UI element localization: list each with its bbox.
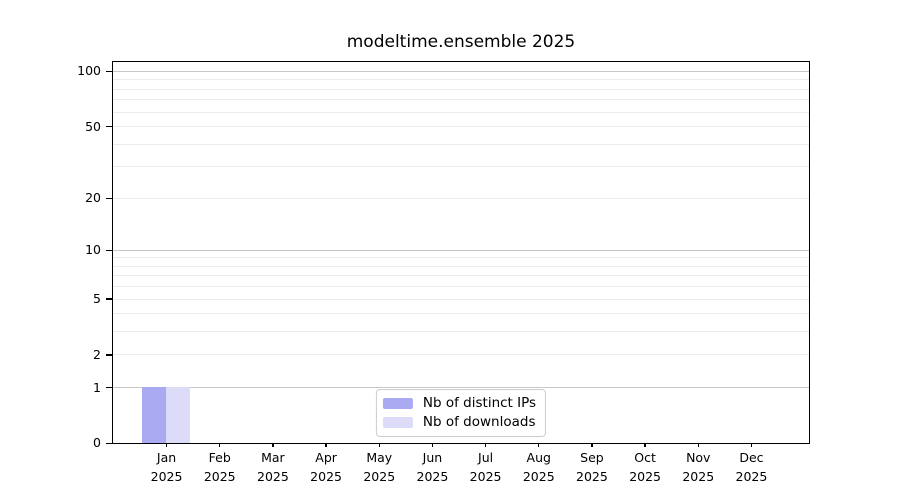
y-tick-label: 2 [93,346,101,362]
legend-label: Nb of distinct IPs [422,395,537,411]
x-tick-label: Mar 2025 [241,449,305,486]
x-tick-label: Apr 2025 [294,449,358,486]
y-gridline-minor-7 [113,275,809,277]
x-tick-month: Apr [315,450,337,466]
x-tick-mark [538,443,540,448]
x-tick-label: Oct 2025 [613,449,677,486]
x-tick-month: Feb [208,450,231,466]
x-tick-mark [325,443,327,448]
y-gridline-minor-6 [113,286,809,288]
y-gridline-major-1 [113,387,809,389]
x-tick-month: Aug [526,450,551,466]
y-gridline-minor-9 [113,257,809,259]
x-tick-mark [378,443,380,448]
plot-area: Nb of distinct IPs Nb of downloads [112,61,810,444]
y-tick-label: 1 [93,379,101,395]
y-gridline-minor-30 [113,166,809,168]
x-tick-label: Dec 2025 [719,449,783,486]
x-tick-year: 2025 [150,468,183,484]
bar-nb-of-distinct-ips [142,387,167,443]
y-gridline-minor-5 [113,298,809,300]
bar-nb-of-downloads [166,387,191,443]
y-tick-label: 0 [93,435,101,451]
y-tick-label: 5 [93,290,101,306]
y-gridline-minor-50 [113,126,809,128]
y-gridline-major-100 [113,71,809,73]
x-tick-label: Jun 2025 [400,449,464,486]
y-gridline-minor-4 [113,313,809,315]
x-tick-year: 2025 [363,468,396,484]
distinct-ips-swatch-icon [382,398,413,409]
x-tick-label: May 2025 [347,449,411,486]
x-tick-year: 2025 [735,468,768,484]
x-tick-month: May [366,450,393,466]
x-tick-year: 2025 [310,468,342,484]
legend: Nb of distinct IPs Nb of downloads [375,389,547,437]
x-tick-year: 2025 [203,468,236,484]
y-gridline-minor-8 [113,265,809,267]
y-tick-label: 50 [85,118,101,134]
y-gridline-minor-80 [113,88,809,90]
x-tick-mark [431,443,434,448]
x-tick-mark [697,443,699,448]
x-tick-label: Jul 2025 [454,449,518,486]
x-tick-month: Nov [686,450,711,466]
y-gridline-minor-3 [113,331,809,333]
y-gridline-minor-60 [113,111,809,113]
x-tick-year: 2025 [576,468,608,484]
x-tick-mark [484,443,487,448]
x-tick-label: Feb 2025 [188,449,252,486]
x-tick-month: Oct [634,450,656,466]
x-tick-mark [219,443,221,448]
y-gridline-minor-70 [113,99,809,101]
x-tick-year: 2025 [682,468,715,484]
legend-item-downloads: Nb of downloads [382,414,536,430]
x-tick-year: 2025 [257,468,289,484]
y-tick-mark [106,197,112,199]
y-tick-mark [106,249,112,251]
y-tick-mark [106,298,112,300]
y-gridline-minor-2 [113,354,809,356]
downloads-swatch-icon [382,417,413,428]
y-tick-mark [106,126,112,128]
y-tick-mark [106,387,112,389]
x-tick-month: Jul [478,450,494,466]
y-tick-label: 100 [77,63,101,79]
x-tick-mark [591,443,593,448]
x-tick-label: Nov 2025 [666,449,730,486]
x-tick-mark [644,443,646,448]
x-tick-label: Sep 2025 [560,449,624,486]
x-tick-year: 2025 [416,468,449,484]
legend-item-distinct-ips: Nb of distinct IPs [382,395,537,411]
x-tick-year: 2025 [469,468,502,484]
x-tick-mark [165,443,168,448]
x-tick-month: Mar [261,450,285,466]
x-tick-mark [272,443,274,448]
y-tick-mark [106,354,112,356]
x-tick-month: Sep [580,450,604,466]
x-tick-month: Jan [156,450,177,466]
y-gridline-minor-20 [113,197,809,199]
y-tick-label: 10 [85,242,101,258]
chart-title: modeltime.ensemble 2025 [346,32,576,52]
y-gridline-major-10 [113,249,809,251]
y-tick-mark [106,70,112,73]
y-tick-label: 20 [85,190,101,206]
x-tick-year: 2025 [522,468,555,484]
x-tick-mark [750,443,753,448]
x-tick-month: Jun [422,450,443,466]
x-tick-year: 2025 [629,468,661,484]
x-tick-month: Dec [739,450,764,466]
legend-label: Nb of downloads [422,414,536,430]
y-gridline-minor-40 [113,143,809,145]
x-tick-label: Aug 2025 [507,449,571,486]
y-gridline-minor-90 [113,79,809,81]
y-tick-mark [106,442,112,445]
x-tick-label: Jan 2025 [135,449,199,486]
